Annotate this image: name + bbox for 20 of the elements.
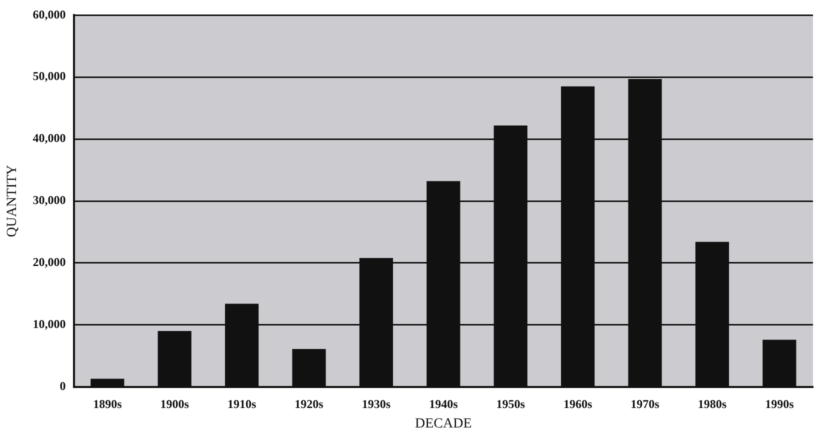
y-tick-label: 0 xyxy=(60,378,66,393)
x-tick-label: 1910s xyxy=(227,397,256,412)
y-tick-label: 40,000 xyxy=(32,131,66,146)
x-tick-label: 1990s xyxy=(765,397,794,412)
x-tick-label: 1920s xyxy=(294,397,324,412)
x-axis-title: DECADE xyxy=(415,416,472,432)
x-tick-label: 1930s xyxy=(362,397,391,412)
x-tick-label: 1980s xyxy=(698,397,727,412)
x-tick-label: 1890s xyxy=(93,397,122,412)
x-tick-label: 1900s xyxy=(160,397,190,412)
x-tick-label: 1950s xyxy=(496,397,526,412)
y-tick-label: 30,000 xyxy=(32,193,66,208)
y-tick-label: 60,000 xyxy=(32,7,66,22)
y-axis-title: QUANTITY xyxy=(5,164,20,238)
x-tick-label: 1940s xyxy=(429,397,458,412)
y-tick-label: 10,000 xyxy=(32,316,66,331)
x-tick-label: 1970s xyxy=(630,397,660,412)
y-tick-label: 20,000 xyxy=(32,255,66,270)
y-tick-label: 50,000 xyxy=(32,69,66,84)
x-tick-label: 1960s xyxy=(563,397,592,412)
